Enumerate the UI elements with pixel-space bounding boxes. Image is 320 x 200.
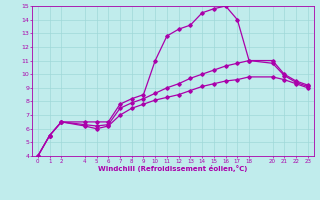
X-axis label: Windchill (Refroidissement éolien,°C): Windchill (Refroidissement éolien,°C) (98, 165, 247, 172)
